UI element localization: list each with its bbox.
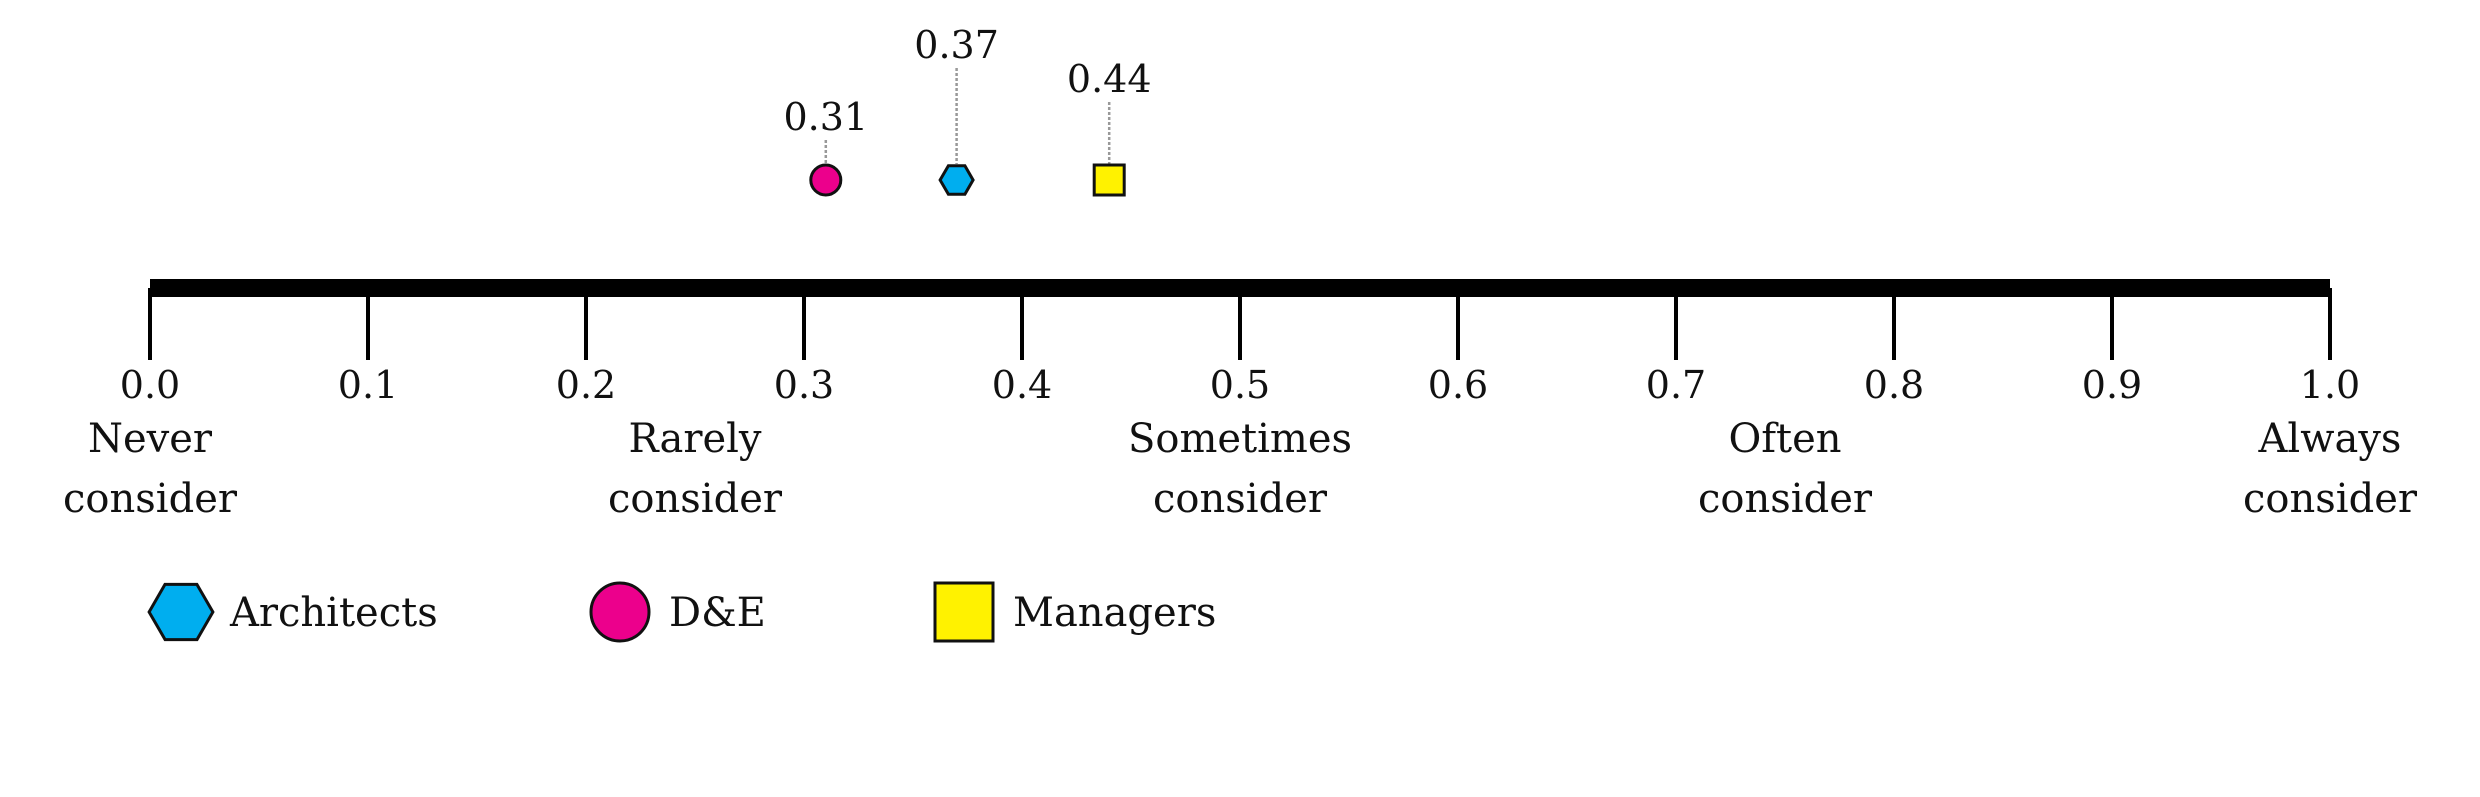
scale-label: consider — [1153, 476, 1328, 522]
tick-label: 0.9 — [2082, 363, 2142, 407]
data-point — [809, 163, 843, 197]
scale-label: Rarely — [628, 416, 761, 462]
legend-label: Architects — [229, 590, 438, 636]
legend-label: D&E — [669, 590, 766, 636]
scale-label: consider — [63, 476, 238, 522]
tick-label: 0.6 — [1428, 363, 1488, 407]
scale-label: Always — [2258, 416, 2402, 462]
tick-label: 0.0 — [120, 363, 180, 407]
legend-label: Managers — [1013, 590, 1216, 636]
data-label: 0.31 — [783, 95, 868, 139]
scale-label: consider — [2243, 476, 2418, 522]
tick-label: 0.4 — [992, 363, 1052, 407]
tick-label: 0.3 — [774, 363, 834, 407]
data-point — [938, 164, 975, 196]
data-point — [1092, 163, 1126, 197]
tick-label: 0.7 — [1646, 363, 1706, 407]
legend-marker — [589, 581, 651, 643]
legend-marker — [147, 582, 215, 642]
scale-label: Sometimes — [1128, 416, 1352, 462]
tick-label: 0.1 — [338, 363, 398, 407]
legend-marker — [933, 581, 995, 643]
data-label: 0.37 — [914, 23, 999, 67]
data-label: 0.44 — [1067, 57, 1152, 101]
tick-label: 1.0 — [2300, 363, 2360, 407]
scale-label: consider — [1698, 476, 1873, 522]
scale-label: consider — [608, 476, 783, 522]
tick-label: 0.5 — [1210, 363, 1270, 407]
scale-label: Often — [1728, 416, 1841, 462]
scale-label: Never — [88, 416, 213, 462]
tick-label: 0.2 — [556, 363, 616, 407]
tick-label: 0.8 — [1864, 363, 1924, 407]
